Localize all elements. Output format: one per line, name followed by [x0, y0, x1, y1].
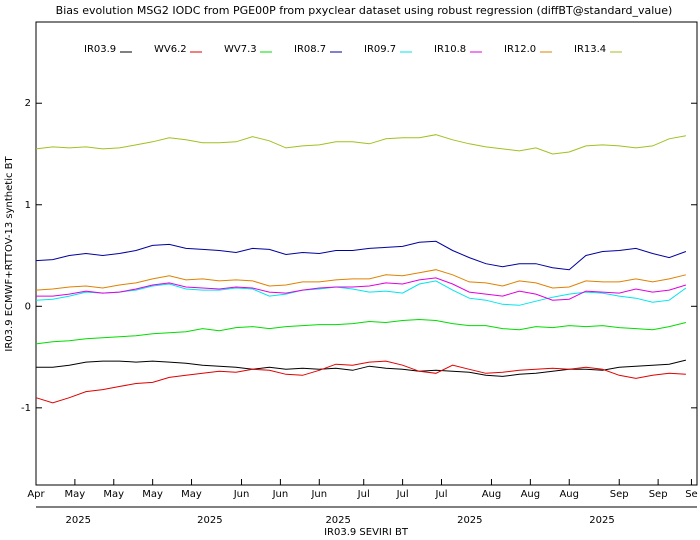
- x-tick-label-year: 2025: [197, 515, 222, 526]
- x-tick-label: Aug: [559, 489, 579, 500]
- legend-label: IR09.7: [364, 44, 396, 55]
- x-tick-label: May: [103, 489, 124, 500]
- x-tick-label: Jun: [272, 489, 289, 500]
- legend-label: IR03.9: [84, 44, 116, 55]
- legend-label: IR13.4: [574, 44, 606, 55]
- data-line: [36, 359, 687, 377]
- data-line: [35, 240, 687, 271]
- x-tick-label: May: [181, 489, 202, 500]
- x-tick-label: Aug: [482, 489, 502, 500]
- legend-label: IR08.7: [294, 44, 326, 55]
- x-tick-label: Aug: [521, 489, 541, 500]
- x-tick-label: Jun: [310, 489, 327, 500]
- x-tick-label-year: 2025: [589, 515, 614, 526]
- x-axis-label: IR03.9 SEVIRI BT: [324, 527, 409, 538]
- x-tick-label: Jul: [396, 489, 409, 500]
- x-tick-label: Se: [685, 489, 698, 500]
- x-tick-label-year: 2025: [65, 515, 90, 526]
- legend-label: IR12.0: [504, 44, 536, 55]
- x-tick-label: May: [142, 489, 163, 500]
- x-tick-label: Sep: [649, 489, 668, 500]
- x-tick-label: Apr: [27, 489, 45, 500]
- y-tick-label: 0: [25, 301, 31, 312]
- y-axis-label: IR03.9 ECMWF+RTTOV-13 synthetic BT: [4, 155, 15, 351]
- y-tick-label: 1: [25, 200, 31, 211]
- data-line: [36, 277, 687, 301]
- x-tick-label: Sep: [610, 489, 629, 500]
- data-line: [35, 318, 687, 345]
- legend-label: IR10.8: [434, 44, 466, 55]
- legend-label: WV6.2: [154, 44, 187, 55]
- data-line: [35, 134, 686, 155]
- chart-title: Bias evolution MSG2 IODC from PGE00P fro…: [56, 4, 673, 17]
- data-line: [35, 280, 687, 306]
- plot-frame: [35, 21, 698, 486]
- data-line: [35, 269, 687, 291]
- y-tick-label: -1: [21, 403, 31, 414]
- x-tick-label-year: 2025: [325, 515, 350, 526]
- data-line: [35, 360, 686, 404]
- x-tick-label: Jul: [357, 489, 370, 500]
- x-tick-label: Jun: [233, 489, 250, 500]
- x-tick-label: Jul: [434, 489, 447, 500]
- legend-label: WV7.3: [224, 44, 257, 55]
- y-tick-label: 2: [25, 98, 31, 109]
- x-tick-label: May: [65, 489, 86, 500]
- x-tick-label-year: 2025: [457, 515, 482, 526]
